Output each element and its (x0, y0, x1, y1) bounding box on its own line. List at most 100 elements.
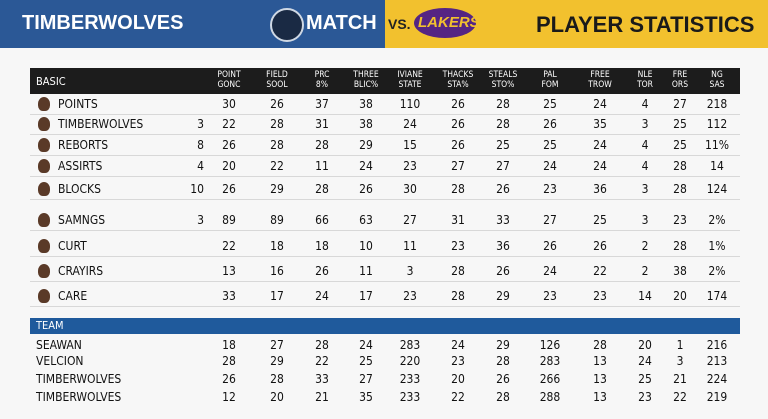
stat-cell: 12 (222, 390, 236, 404)
stat-cell: 10 (359, 239, 373, 253)
stat-cell: 31 (451, 213, 465, 227)
stat-cell: 28 (673, 239, 687, 253)
stat-cell: 28 (593, 338, 607, 352)
stat-cell: 26 (270, 97, 284, 111)
stat-cell: 233 (399, 390, 421, 404)
stat-cell: 21 (673, 372, 687, 386)
stat-cell: 20 (222, 159, 236, 173)
stat-cell: 16 (270, 264, 284, 278)
stat-cell: 126 (539, 338, 561, 352)
banner-left (0, 0, 385, 48)
stat-cell: 36 (593, 182, 607, 196)
stat-cell: 26 (593, 239, 607, 253)
avatar (38, 289, 50, 303)
stat-cell: 20 (451, 372, 465, 386)
avatar (38, 213, 50, 227)
stat-cell: 28 (270, 117, 284, 131)
stat-cell: 18 (315, 239, 329, 253)
stat-cell: 20 (673, 289, 687, 303)
stat-cell: 11% (705, 138, 729, 152)
stat-cell: 29 (270, 354, 284, 368)
stat-cell: 35 (593, 117, 607, 131)
stat-cell: 23 (451, 239, 465, 253)
team-name: SEAWAN (36, 338, 82, 352)
stat-cell: 28 (451, 182, 465, 196)
stat-cell: 23 (403, 289, 417, 303)
stat-cell: 26 (359, 182, 373, 196)
team-name: VELCION (36, 354, 84, 368)
stat-cell: 33 (222, 289, 236, 303)
stat-cell: 27 (496, 159, 510, 173)
stat-cell: 36 (496, 239, 510, 253)
stat-cell: 23 (543, 289, 557, 303)
team-name: TIMBERWOLVES (22, 12, 184, 34)
player-name: BLOCKS (58, 182, 101, 196)
stat-cell: 23 (593, 289, 607, 303)
stat-cell: 3 (676, 354, 684, 368)
stat-cell: 23 (543, 182, 557, 196)
stat-cell: 283 (539, 354, 561, 368)
stat-cell: 28 (270, 372, 284, 386)
stat-cell: 25 (638, 372, 652, 386)
stat-cell: 22 (315, 354, 329, 368)
stat-cell: 2% (708, 264, 726, 278)
stat-cell: 220 (399, 354, 421, 368)
stat-cell: 66 (315, 213, 329, 227)
stat-cell: 27 (451, 159, 465, 173)
stat-cell: 27 (543, 213, 557, 227)
player-name: CURT (58, 239, 87, 253)
row-divider (30, 256, 740, 257)
row-divider (30, 306, 740, 307)
stat-cell: 29 (270, 182, 284, 196)
column-header: FREE TROW (588, 70, 612, 90)
stat-cell: 28 (496, 390, 510, 404)
stat-cell: 13 (593, 354, 607, 368)
stat-cell: 216 (706, 338, 728, 352)
page-title: PLAYER STATISTICS (536, 12, 755, 37)
stat-cell: 24 (543, 159, 557, 173)
stat-cell: 283 (399, 338, 421, 352)
section-label: TEAM (36, 319, 64, 332)
stat-cell: 26 (496, 264, 510, 278)
stat-cell: 27 (673, 97, 687, 111)
column-header: POINT GONC (217, 70, 241, 90)
stat-cell: 31 (315, 117, 329, 131)
player-number: 3 (197, 117, 204, 131)
avatar (38, 97, 50, 111)
column-header: PRC 8% (314, 70, 330, 90)
stat-cell: 30 (222, 97, 236, 111)
stat-cell: 26 (222, 182, 236, 196)
stat-cell: 23 (673, 213, 687, 227)
stat-cell: 27 (359, 372, 373, 386)
player-name: CRAYIRS (58, 264, 104, 278)
stat-cell: 13 (222, 264, 236, 278)
stat-cell: 33 (496, 213, 510, 227)
stat-cell: 17 (270, 289, 284, 303)
stat-cell: 26 (451, 117, 465, 131)
stat-cell: 3 (641, 182, 649, 196)
stat-cell: 89 (222, 213, 236, 227)
stat-cell: 28 (270, 138, 284, 152)
stat-cell: 29 (496, 338, 510, 352)
stat-cell: 24 (359, 159, 373, 173)
player-number: 8 (197, 138, 204, 152)
stat-cell: 3 (641, 117, 649, 131)
logo (270, 8, 304, 42)
stat-cell: 14 (638, 289, 652, 303)
stat-cell: 26 (543, 117, 557, 131)
avatar (38, 239, 50, 253)
column-header: THACKS STA% (442, 70, 474, 90)
lakers-logo: LAKERS (418, 14, 480, 31)
stat-cell: 29 (359, 138, 373, 152)
stat-cell: 1% (708, 239, 726, 253)
team-name: TIMBERWOLVES (36, 390, 122, 404)
column-header: STEALS STO% (488, 70, 518, 90)
stat-cell: 11 (403, 239, 417, 253)
stat-cell: 224 (706, 372, 728, 386)
stat-cell: 26 (543, 239, 557, 253)
row-divider (30, 114, 740, 115)
player-name: TIMBERWOLVES (58, 117, 144, 131)
stat-cell: 24 (593, 97, 607, 111)
column-header: NLE TOR (637, 70, 653, 90)
